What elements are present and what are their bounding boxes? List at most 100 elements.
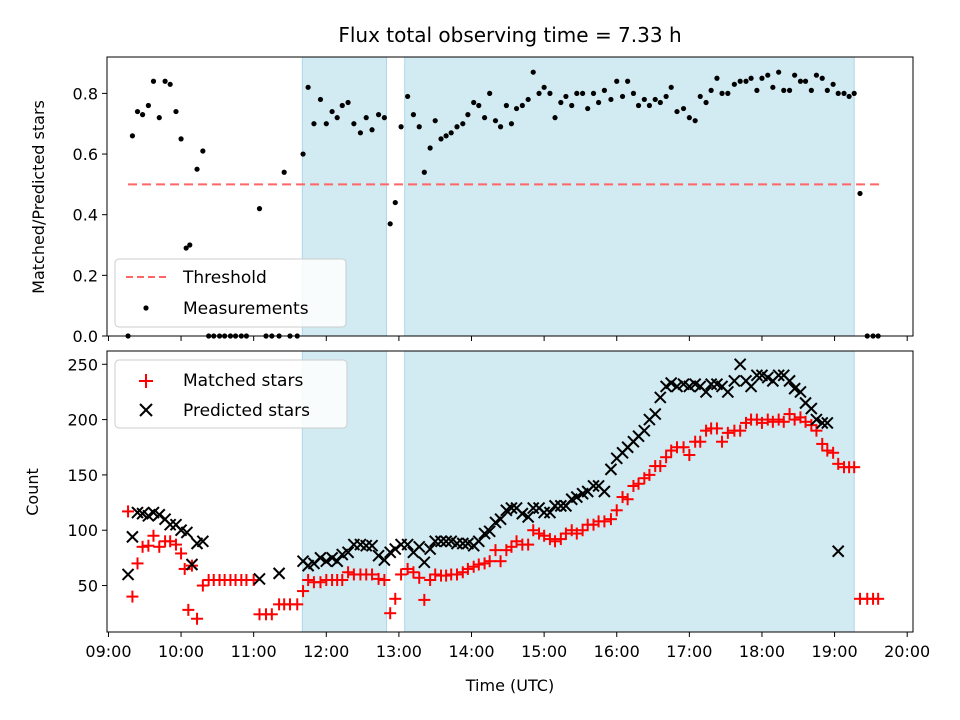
- legend-measurements-label: Measurements: [183, 299, 309, 319]
- measurement-point: [703, 99, 709, 106]
- measurement-point: [311, 121, 317, 127]
- measurement-point: [754, 87, 760, 93]
- predicted-star-point: [126, 530, 139, 544]
- predicted-star-point: [341, 546, 355, 559]
- predicted-star-point: [598, 485, 611, 498]
- measurement-point: [194, 166, 200, 172]
- measurement-point: [256, 206, 263, 212]
- measurement-point: [129, 133, 136, 139]
- predicted-star-point: [805, 402, 818, 415]
- predicted-star-point: [548, 499, 562, 513]
- matched-star-point: [175, 547, 188, 560]
- x-tick-label: 16:00: [594, 642, 640, 661]
- predicted-star-point: [744, 380, 758, 393]
- predicted-star-point: [472, 535, 485, 548]
- matched-star-point: [440, 569, 453, 582]
- measurement-point: [563, 93, 569, 100]
- matched-star-point: [554, 533, 567, 546]
- top-y-ticks: 0.0 0.2 0.4 0.6 0.8: [73, 84, 107, 346]
- matched-star-point: [598, 515, 611, 528]
- y-tick-label: 200: [67, 411, 98, 430]
- measurement-point: [183, 245, 189, 251]
- predicted-star-point: [185, 558, 199, 571]
- measurement-point: [808, 87, 814, 93]
- measurement-point: [830, 81, 836, 87]
- measurement-point: [614, 78, 620, 84]
- matched-stars-points: [122, 408, 885, 625]
- measurement-point: [487, 90, 493, 96]
- predicted-star-point: [418, 556, 431, 569]
- matched-star-point: [761, 413, 774, 426]
- predicted-star-point: [664, 376, 678, 390]
- measurement-point: [416, 124, 422, 130]
- measurement-point: [776, 69, 782, 75]
- measurement-point: [558, 99, 564, 106]
- matched-star-point: [297, 585, 310, 598]
- legend-matched-swatch: [139, 374, 153, 388]
- measurement-point: [357, 130, 364, 136]
- matched-star-point: [549, 535, 562, 548]
- measurement-point: [525, 96, 531, 103]
- matched-star-point: [522, 538, 535, 551]
- predicted-star-point: [365, 539, 379, 552]
- bottom-y-axis-label: Count: [23, 468, 42, 516]
- measurement-point: [503, 102, 509, 109]
- measurement-point: [819, 75, 825, 81]
- predicted-star-point: [570, 490, 584, 504]
- measurement-point: [759, 75, 765, 81]
- measurement-point: [802, 78, 809, 84]
- matched-star-point: [136, 540, 149, 553]
- measurement-point: [846, 93, 852, 100]
- measurement-point: [824, 87, 830, 93]
- predicted-stars-points: [121, 358, 845, 586]
- legend-predicted-swatch: [139, 403, 153, 417]
- measurement-point: [421, 169, 427, 175]
- matched-star-point: [461, 562, 474, 575]
- matched-star-point: [472, 558, 485, 571]
- predicted-star-point: [163, 518, 177, 531]
- predicted-star-point: [733, 358, 747, 371]
- predicted-star-point: [527, 501, 540, 515]
- matched-star-point: [450, 568, 463, 581]
- predicted-star-point: [121, 568, 135, 581]
- measurement-point: [508, 121, 515, 127]
- matched-star-point: [191, 612, 204, 625]
- predicted-star-point: [505, 501, 518, 515]
- x-tick-label: 15:00: [521, 642, 567, 661]
- measurement-point: [697, 93, 703, 100]
- matched-star-point: [643, 468, 656, 481]
- predicted-star-point: [699, 385, 713, 399]
- predicted-star-point: [196, 535, 210, 548]
- matched-star-point: [872, 592, 885, 605]
- matched-star-point: [395, 568, 408, 581]
- matched-star-point: [169, 538, 182, 551]
- measurement-point: [692, 118, 698, 124]
- predicted-star-point: [521, 510, 535, 524]
- measurement-point: [200, 148, 206, 154]
- measurement-point: [725, 90, 731, 96]
- y-tick-label: 250: [67, 355, 98, 374]
- measurement-point: [329, 108, 335, 115]
- measurement-point: [536, 90, 542, 96]
- predicted-star-point: [728, 374, 741, 388]
- predicted-star-point: [816, 416, 829, 430]
- predicted-star-point: [401, 538, 414, 551]
- predicted-star-point: [788, 382, 801, 395]
- predicted-star-point: [543, 506, 557, 519]
- legend-measurements-swatch: [143, 305, 149, 311]
- matched-star-point: [366, 568, 379, 581]
- matched-star-point: [772, 413, 785, 426]
- matched-star-point: [543, 533, 556, 546]
- measurement-point: [392, 199, 398, 206]
- matched-star-point: [810, 424, 823, 437]
- measurement-point: [686, 115, 692, 121]
- matched-star-point: [265, 608, 278, 621]
- matched-star-point: [302, 574, 315, 587]
- matched-star-point: [700, 424, 713, 437]
- top-legend-box: [114, 258, 347, 328]
- x-tick-label: 10:00: [158, 642, 204, 661]
- bottom-panel: 50 100 150 200 250 09:00 10:00 11:00 12:00 13:00…: [23, 350, 930, 695]
- predicted-star-point: [554, 499, 568, 513]
- predicted-star-point: [180, 526, 194, 539]
